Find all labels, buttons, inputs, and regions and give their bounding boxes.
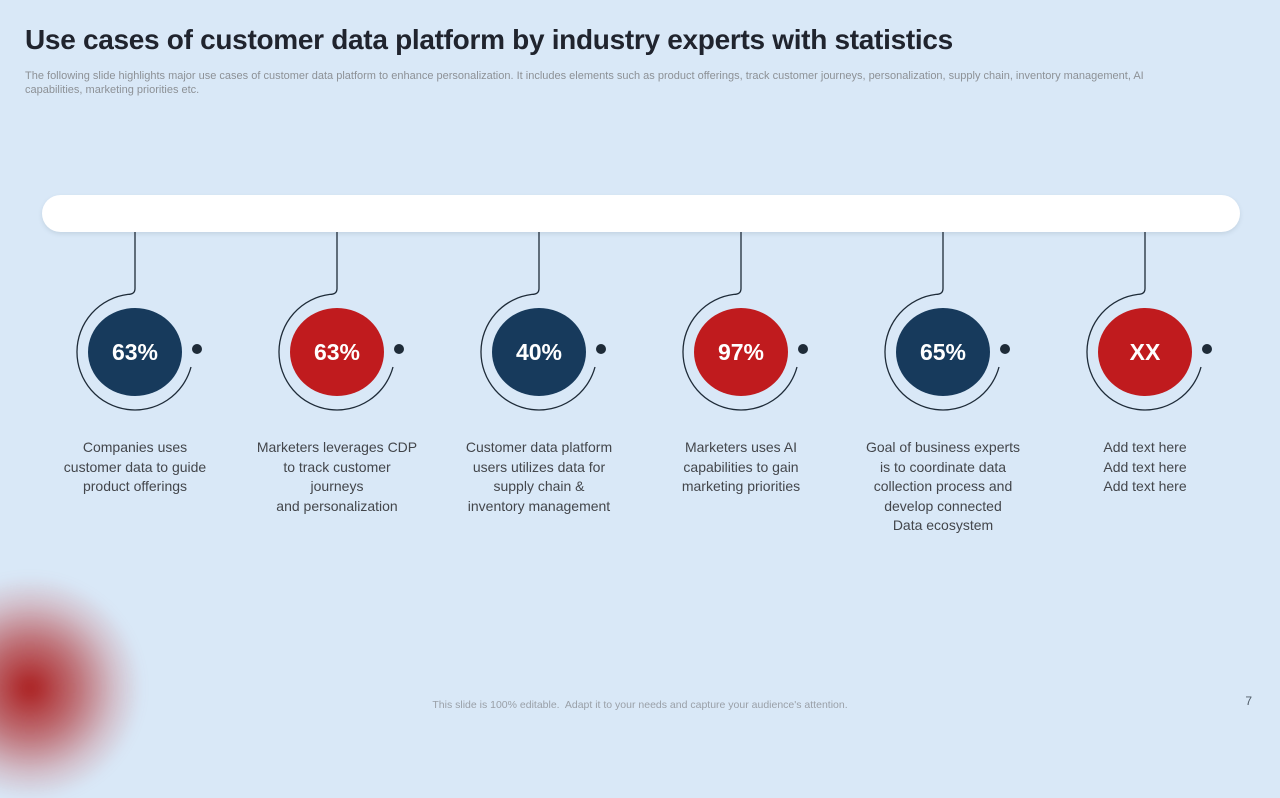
stat-ring-graphic <box>1086 232 1212 411</box>
connector-line <box>278 232 394 411</box>
page-number: 7 <box>1245 694 1252 708</box>
stat-description: Companies uses customer data to guide pr… <box>63 439 207 494</box>
slide-canvas: { "slide": { "title": "Use cases of cust… <box>0 24 1252 798</box>
stat-value: 63% <box>313 339 361 365</box>
stat-value: 40% <box>515 339 563 365</box>
stat-group-5: 65% Goal of business experts is to coord… <box>848 232 1038 562</box>
stat-group-6: XX Add text here Add text here Add text … <box>1050 232 1240 562</box>
stat-ring-graphic <box>278 232 404 411</box>
connector-line <box>76 232 192 411</box>
end-dot <box>1202 344 1212 354</box>
stat-group-2: 63% Marketers leverages CDP to track cus… <box>242 232 432 562</box>
end-dot <box>798 344 808 354</box>
end-dot <box>192 344 202 354</box>
stat-group-3: 40% Customer data platform users utilize… <box>444 232 634 562</box>
stat-circle <box>492 308 586 396</box>
red-blur-decoration <box>0 578 140 798</box>
stat-value: 63% <box>111 339 159 365</box>
stat-circle <box>896 308 990 396</box>
stat-group-1: 63% Companies uses customer data to guid… <box>40 232 230 562</box>
connector-line <box>682 232 798 411</box>
stat-value: XX <box>1129 339 1161 365</box>
stat-description: Marketers uses AI capabilities to gain m… <box>681 439 801 494</box>
stat-value: 65% <box>919 339 967 365</box>
slide-subtitle: The following slide highlights major use… <box>25 70 1144 96</box>
stat-description: Add text here Add text here Add text her… <box>1103 439 1187 494</box>
connector-line <box>480 232 596 411</box>
stat-description: Goal of business experts is to coordinat… <box>865 439 1021 533</box>
stat-circle <box>88 308 182 396</box>
stat-group-4: 97% Marketers uses AI capabilities to ga… <box>646 232 836 562</box>
slide-footer-note: This slide is 100% editable. Adapt it to… <box>432 699 848 711</box>
stat-circle <box>694 308 788 396</box>
timeline-bar <box>42 195 1240 232</box>
stat-description: Customer data platform users utilizes da… <box>465 439 613 514</box>
end-dot <box>394 344 404 354</box>
page-title: Use cases of customer data platform by i… <box>25 24 953 55</box>
end-dot <box>1000 344 1010 354</box>
stat-value: 97% <box>717 339 765 365</box>
connector-line <box>1086 232 1202 411</box>
stat-description: Marketers leverages CDP to track custome… <box>256 439 418 514</box>
stat-ring-graphic <box>884 232 1010 411</box>
stat-circle <box>1098 308 1192 396</box>
end-dot <box>596 344 606 354</box>
stat-ring-graphic <box>76 232 202 411</box>
stat-ring-graphic <box>682 232 808 411</box>
connector-line <box>884 232 1000 411</box>
stat-circle <box>290 308 384 396</box>
stat-ring-graphic <box>480 232 606 411</box>
